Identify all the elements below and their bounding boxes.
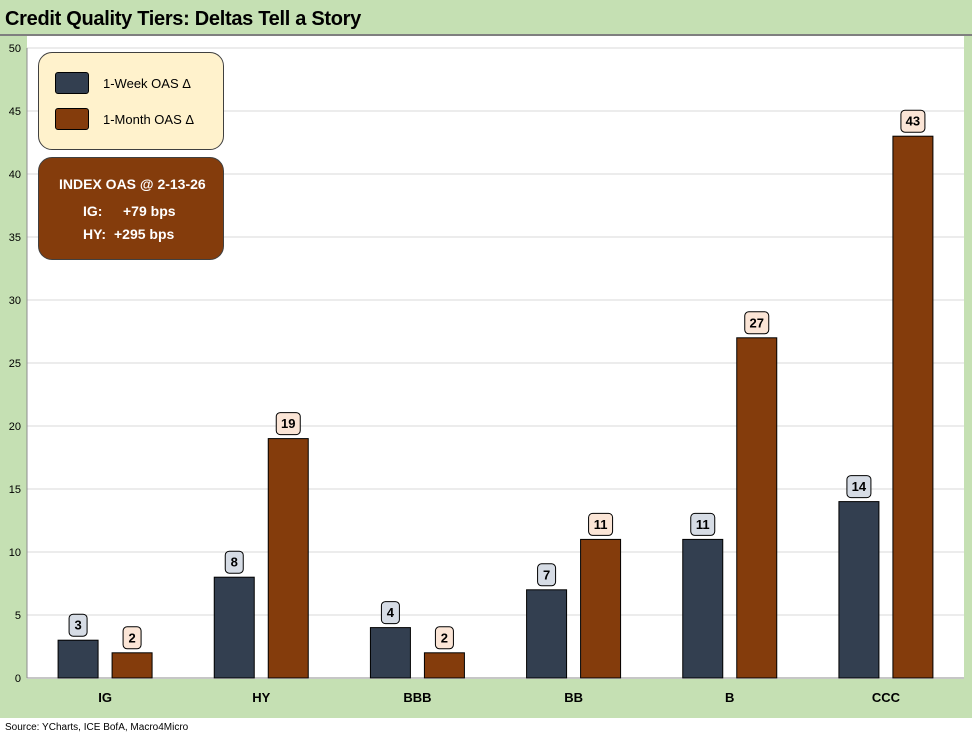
bar-month	[736, 337, 778, 679]
data-label-box	[434, 626, 454, 650]
y-tick-label: 15	[9, 484, 21, 496]
bar-week	[57, 639, 99, 679]
data-label: 11	[594, 517, 608, 532]
bar-week	[526, 589, 568, 679]
bar-month	[111, 652, 153, 679]
index-heading: INDEX OAS @ 2-13-26	[59, 176, 206, 192]
index-ig-label: IG:	[83, 203, 103, 219]
y-tick-label: 30	[9, 295, 21, 307]
y-tick-label: 5	[15, 610, 21, 622]
chart-title: Credit Quality Tiers: Deltas Tell a Stor…	[5, 8, 361, 30]
data-label-box	[690, 512, 716, 536]
y-tick-label: 45	[9, 106, 21, 118]
data-label-box	[846, 475, 872, 499]
data-label-box	[380, 601, 400, 625]
data-label: 8	[231, 555, 238, 570]
index-hy-label: HY:	[83, 226, 107, 242]
data-label-box	[275, 412, 301, 436]
legend-swatch-week	[55, 72, 89, 94]
legend-label-week: 1-Week OAS Δ	[103, 75, 191, 91]
legend-item-month: 1-Month OAS Δ	[55, 108, 194, 130]
bar-month	[423, 652, 465, 679]
y-tick-label: 50	[9, 43, 21, 55]
data-label-box	[900, 109, 926, 133]
data-label-box	[588, 512, 614, 536]
data-label-box	[744, 311, 770, 335]
index-oas-box: INDEX OAS @ 2-13-26 IG: +79 bps HY: +295…	[38, 157, 224, 260]
bar-month	[267, 438, 309, 679]
data-label: 7	[543, 567, 550, 582]
y-tick-label: 0	[15, 673, 21, 685]
data-label-box	[224, 550, 244, 574]
legend-swatch-month	[55, 108, 89, 130]
y-tick-label: 40	[9, 169, 21, 181]
x-tick-label: CCC	[872, 690, 901, 705]
data-label: 43	[906, 114, 920, 129]
data-label: 4	[387, 605, 395, 620]
y-tick-label: 25	[9, 358, 21, 370]
bar-week	[682, 538, 724, 679]
y-tick-label: 10	[9, 547, 21, 559]
data-label: 2	[128, 630, 135, 645]
index-hy-value: +295 bps	[114, 226, 175, 242]
data-label: 19	[281, 416, 295, 431]
data-label-box	[68, 613, 88, 637]
title-divider	[0, 34, 972, 36]
data-label-box	[122, 626, 142, 650]
bar-month	[580, 538, 622, 679]
y-tick-label: 20	[9, 421, 21, 433]
x-tick-label: BB	[564, 690, 583, 705]
x-tick-label: IG	[98, 690, 112, 705]
data-label: 3	[74, 618, 81, 633]
bar-week	[213, 576, 255, 679]
bar-week	[838, 501, 880, 679]
data-label: 11	[696, 517, 710, 532]
x-tick-label: B	[725, 690, 734, 705]
y-tick-label: 35	[9, 232, 21, 244]
data-label-box	[537, 563, 557, 587]
bar-month	[892, 135, 934, 679]
bar-week	[369, 627, 411, 679]
legend: 1-Week OAS Δ 1-Month OAS Δ	[38, 52, 224, 150]
source-note: Source: YCharts, ICE BofA, Macro4Micro	[5, 722, 189, 733]
data-label: 2	[441, 630, 448, 645]
index-ig-value: +79 bps	[123, 203, 176, 219]
data-label: 14	[852, 479, 867, 494]
data-label: 27	[750, 315, 764, 330]
x-tick-label: BBB	[403, 690, 431, 705]
legend-item-week: 1-Week OAS Δ	[55, 72, 191, 94]
legend-label-month: 1-Month OAS Δ	[103, 111, 195, 127]
x-tick-label: HY	[252, 690, 270, 705]
